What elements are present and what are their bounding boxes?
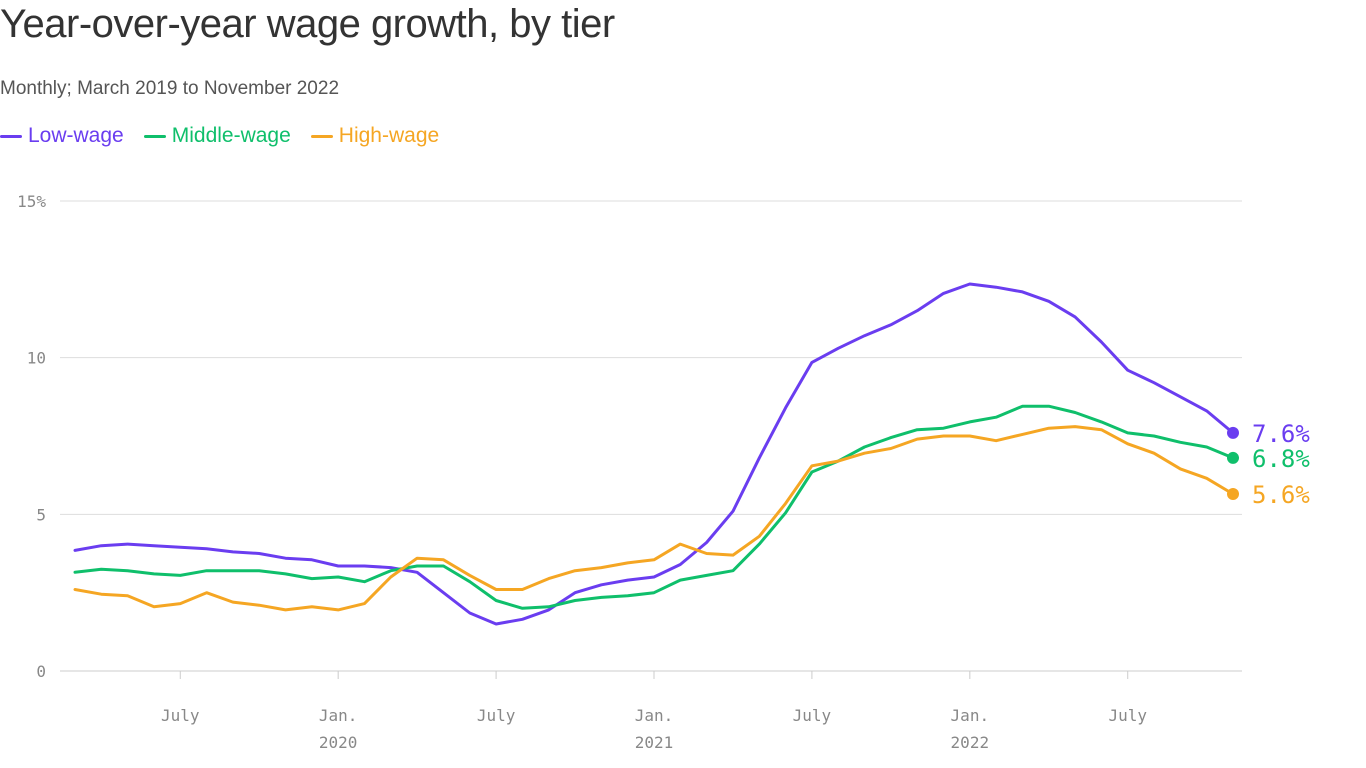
series-end-label-middle-wage: 6.8% — [1252, 445, 1310, 473]
legend-swatch-middle-wage — [143, 134, 166, 138]
x-tick-year-5: 2022 — [951, 733, 990, 752]
y-tick-label-2: 10 — [27, 349, 46, 368]
x-tick-label-1: Jan. — [319, 706, 358, 725]
x-tick-label-2: July — [477, 706, 516, 725]
series-line-high-wage — [73, 425, 1235, 612]
series-line-low-wage — [73, 282, 1235, 626]
series-end-label-high-wage: 5.6% — [1252, 481, 1310, 509]
legend-swatch-high-wage — [310, 134, 333, 138]
y-tick-label-3: 15% — [17, 192, 46, 211]
legend-label-low-wage: Low-wage — [28, 124, 124, 147]
y-tick-label-0: 0 — [36, 662, 46, 681]
legend-label-high-wage: High-wage — [338, 124, 440, 147]
legend-item-middle-wage: Middle-wage — [143, 124, 291, 148]
x-tick-year-3: 2021 — [635, 733, 674, 752]
series-end-dot-low-wage — [1227, 426, 1239, 439]
legend-item-low-wage: Low-wage — [0, 124, 124, 148]
x-tick-year-1: 2020 — [319, 733, 358, 752]
x-tick-label-5: Jan. — [951, 706, 990, 725]
y-tick-label-1: 5 — [36, 505, 46, 524]
chart-subtitle: Monthly; March 2019 to November 2022 — [0, 78, 340, 99]
x-tick-label-4: July — [793, 706, 832, 725]
legend-swatch-low-wage — [0, 134, 22, 138]
legend-label-middle-wage: Middle-wage — [171, 124, 291, 147]
x-tick-label-6: July — [1108, 706, 1147, 725]
legend: Low-wage Middle-wage High-wage — [0, 124, 439, 148]
chart-title: Year-over-year wage growth, by tier — [0, 2, 615, 46]
x-tick-label-3: Jan. — [635, 706, 674, 725]
series-end-dot-high-wage — [1227, 487, 1239, 500]
x-tick-label-0: July — [161, 706, 200, 725]
series-line-middle-wage — [73, 404, 1235, 610]
series-end-label-low-wage: 7.6% — [1252, 420, 1310, 448]
legend-item-high-wage: High-wage — [310, 124, 440, 148]
series-end-dot-middle-wage — [1227, 451, 1239, 464]
